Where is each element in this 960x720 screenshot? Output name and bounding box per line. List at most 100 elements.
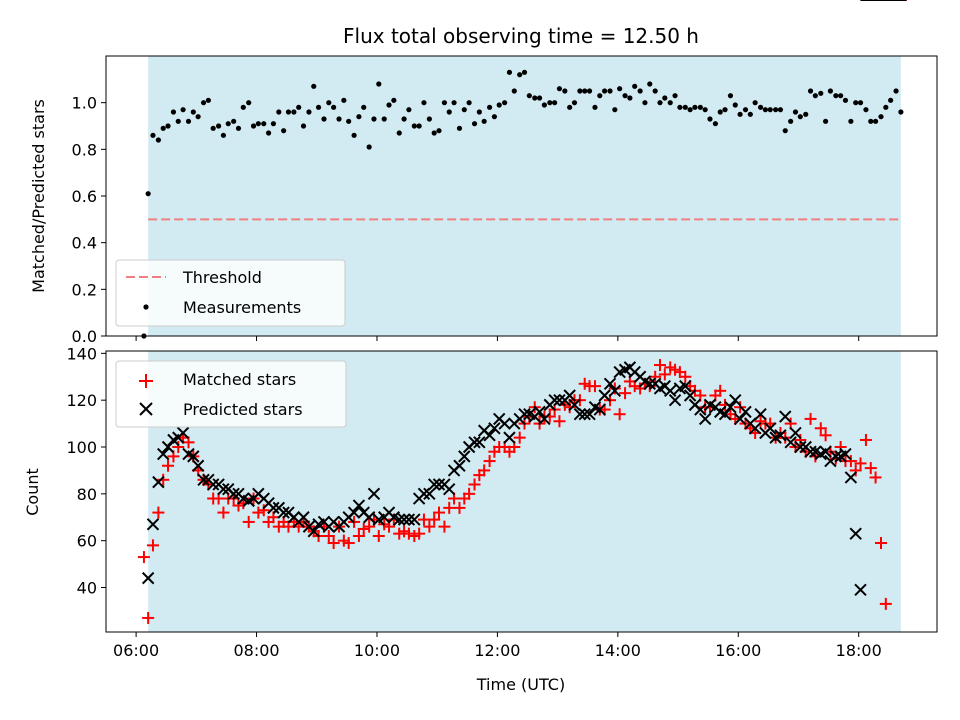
matched-star-point <box>864 462 877 475</box>
measurement-point <box>827 88 834 94</box>
measurement-point <box>893 88 899 94</box>
predicted-star-point <box>568 398 581 412</box>
measurement-point <box>421 100 427 106</box>
predicted-star-point <box>598 389 611 402</box>
predicted-star-point <box>789 426 802 440</box>
matched-star-point <box>553 415 566 428</box>
predicted-star-point <box>763 422 777 435</box>
measurement-point <box>331 104 337 110</box>
ratio-y-tick-label: 0.6 <box>72 187 97 206</box>
measurement-point <box>220 132 227 138</box>
measurement-point <box>255 121 261 127</box>
predicted-star-point <box>187 450 200 463</box>
matched-star-point <box>172 441 185 454</box>
predicted-star-point <box>583 408 596 421</box>
measurement-point <box>848 118 854 124</box>
matched-star-point <box>654 359 666 372</box>
predicted-star-point <box>156 447 170 461</box>
count-x-tick-label: 06:00 <box>113 641 159 660</box>
measurement-point <box>842 97 849 103</box>
matched-star-point <box>372 529 385 542</box>
predicted-legend-marker <box>139 402 153 416</box>
count-x-axis-label: Time (UTC) <box>476 675 565 694</box>
measurement-point <box>672 93 678 99</box>
measurement-point <box>486 104 493 110</box>
measurement-point <box>296 104 302 110</box>
measurement-point <box>857 100 864 106</box>
measurement-point <box>622 93 628 99</box>
measurement-point <box>667 100 673 106</box>
predicted-star-point <box>362 511 376 524</box>
ratio-y-axis-label: Matched/Predicted stars <box>29 99 48 293</box>
ratio-legend: Threshold Measurements <box>115 259 346 327</box>
predicted-star-point <box>206 478 220 491</box>
predicted-star-point <box>739 405 752 419</box>
matched-star-point <box>844 455 857 468</box>
measurement-point <box>311 83 317 89</box>
count-x-tick-label: 14:00 <box>595 641 641 660</box>
predicted-star-points <box>141 0 907 597</box>
predicted-star-point <box>393 513 406 526</box>
matched-star-point <box>142 611 155 624</box>
measurement-point <box>315 104 322 110</box>
matched-star-point <box>387 513 400 526</box>
matched-star-point <box>322 529 335 542</box>
measurement-point <box>602 88 608 94</box>
predicted-star-point <box>608 384 622 398</box>
measurement-point <box>773 107 779 113</box>
count-x-tick-label: 16:00 <box>715 641 761 660</box>
count-y-ticks: 40 60 80 100 120 140 <box>66 344 106 598</box>
matched-star-point <box>352 529 365 542</box>
measurement-point <box>883 104 889 110</box>
measurement-point <box>541 102 547 108</box>
predicted-star-point <box>503 431 516 444</box>
measurement-point <box>803 111 809 117</box>
matched-star-point <box>137 551 150 564</box>
predicted-star-point <box>553 393 566 407</box>
measurement-point <box>792 109 799 115</box>
matched-star-point <box>854 457 867 470</box>
predicted-star-point <box>664 384 677 398</box>
matched-star-point <box>327 537 340 550</box>
predicted-star-point <box>402 513 416 526</box>
measurement-point <box>632 83 638 89</box>
ratio-y-tick-label: 0.0 <box>72 327 97 346</box>
predicted-star-point <box>367 487 381 501</box>
predicted-star-point <box>538 412 551 426</box>
matched-star-point <box>478 464 491 477</box>
measurement-point <box>481 118 487 124</box>
measurement-point <box>321 116 327 122</box>
predicted-star-point <box>748 422 762 435</box>
matched-star-point <box>252 506 265 519</box>
ratio-y-tick-label: 0.8 <box>72 140 97 159</box>
predicted-star-point <box>854 583 867 597</box>
measurement-point <box>246 100 252 106</box>
measurement-point <box>607 88 613 94</box>
measurement-point <box>396 130 402 136</box>
measurement-point <box>642 100 648 106</box>
measurement-point <box>818 90 824 96</box>
matched-star-point <box>523 410 536 423</box>
predicted-star-point <box>197 473 210 486</box>
measurement-point <box>205 97 211 103</box>
measurement-point <box>456 125 463 131</box>
predicted-star-point <box>488 422 501 435</box>
measurement-point <box>762 107 768 113</box>
measurement-point <box>261 121 267 127</box>
measurement-point <box>812 93 818 99</box>
predicted-star-point <box>548 393 561 407</box>
count-legend: Matched stars Predicted stars <box>115 360 347 428</box>
matched-star-point <box>357 522 370 535</box>
measurement-point <box>612 107 618 113</box>
measurement-point <box>386 102 392 108</box>
count-x-ticks: 06:00 08:00 10:00 12:00 14:00 16:00 18:00 <box>113 632 882 660</box>
chart-title: Flux total observing time = 12.50 h <box>343 24 699 48</box>
measurement-point <box>376 81 382 87</box>
measurement-point <box>361 104 367 110</box>
measurement-point <box>687 107 693 113</box>
ratio-y-tick-label: 0.4 <box>72 234 97 253</box>
count-x-tick-label: 08:00 <box>233 641 279 660</box>
measurements-legend-label: Measurements <box>183 298 301 317</box>
measurement-point <box>556 86 563 92</box>
measurement-point <box>692 104 698 110</box>
